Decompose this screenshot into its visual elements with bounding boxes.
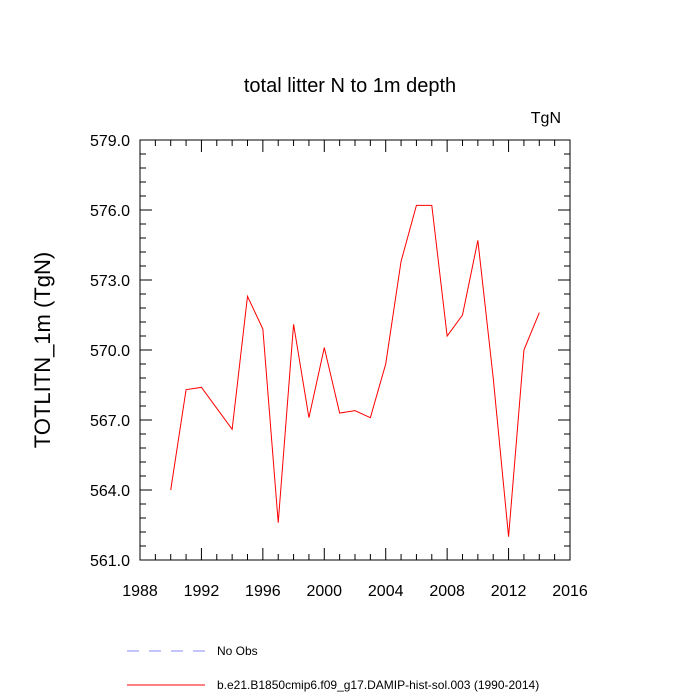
- x-tick-label: 1988: [122, 583, 158, 600]
- axis-tick-labels: 1988 1992 1996 2000 2004 2008 2012 2016 561.0 564…: [90, 133, 588, 600]
- y-tick-label: 570.0: [90, 343, 130, 360]
- x-tick-label: 1996: [245, 583, 281, 600]
- y-axis-title: TOTLITN_1m (TgN): [30, 252, 55, 448]
- x-tick-label: 1992: [184, 583, 220, 600]
- x-tick-label: 2012: [491, 583, 527, 600]
- plot-frame: [139, 139, 571, 561]
- legend: No Obs b.e21.B1850cmip6.f09_g17.DAMIP-his…: [127, 644, 539, 692]
- y-tick-label: 561.0: [90, 553, 130, 570]
- legend-label: No Obs: [217, 644, 258, 658]
- x-tick-label: 2016: [552, 583, 588, 600]
- y-tick-label: 576.0: [90, 203, 130, 220]
- legend-label: b.e21.B1850cmip6.f09_g17.DAMIP-hist-sol.…: [217, 678, 539, 692]
- y-tick-label: 567.0: [90, 413, 130, 430]
- x-tick-label: 2000: [306, 583, 342, 600]
- chart-title: total litter N to 1m depth: [244, 75, 456, 97]
- series-line: [170, 204, 540, 537]
- axis-ticks: [139, 139, 571, 561]
- data-series: [170, 204, 540, 537]
- x-tick-label: 2004: [368, 583, 404, 600]
- y-tick-label: 573.0: [90, 273, 130, 290]
- y-tick-label: 579.0: [90, 133, 130, 150]
- x-tick-label: 2008: [429, 583, 465, 600]
- units-label: TgN: [531, 110, 561, 127]
- y-tick-label: 564.0: [90, 483, 130, 500]
